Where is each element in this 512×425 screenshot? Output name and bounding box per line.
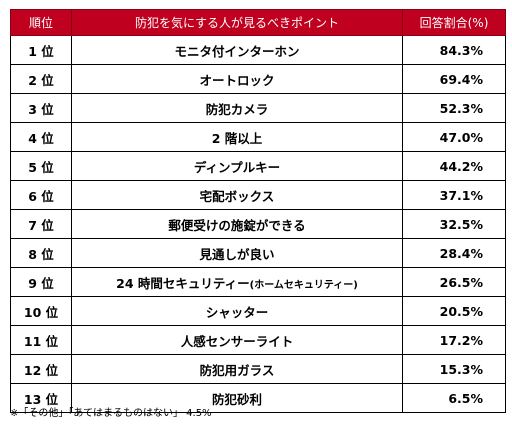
header-rank: 順位 [10, 9, 72, 36]
item-label: 見通しが良い [199, 246, 275, 262]
rank-cell: 2 位 [10, 64, 72, 94]
item-label: 24 時間セキュリティー [116, 275, 250, 291]
item-cell: 2 階以上 [71, 122, 403, 152]
item-cell: 24 時間セキュリティー(ホームセキュリティー) [71, 267, 403, 297]
table-row: 10 位 シャッター 20.5% [10, 296, 506, 326]
rank-cell: 3 位 [10, 93, 72, 123]
item-label: シャッター [205, 304, 269, 320]
item-label: 2 階以上 [211, 130, 263, 146]
value-cell: 17.2% [402, 325, 506, 355]
table-row: 8 位 見通しが良い 28.4% [10, 238, 506, 268]
rank-cell: 11 位 [10, 325, 72, 355]
value-cell: 69.4% [402, 64, 506, 94]
rank-cell: 13 位 [10, 383, 72, 413]
value-cell: 52.3% [402, 93, 506, 123]
item-label: モニタ付インターホン [174, 43, 300, 59]
item-cell: ディンプルキー [71, 151, 403, 181]
table-row: 6 位 宅配ボックス 37.1% [10, 180, 506, 210]
value-cell: 20.5% [402, 296, 506, 326]
item-label: 防犯用ガラス [199, 362, 275, 378]
value-cell: 32.5% [402, 209, 506, 239]
table-row: 5 位 ディンプルキー 44.2% [10, 151, 506, 181]
footnote: ※「その他」「あてはまるものはない」 4.5% [10, 408, 212, 419]
item-label: オートロック [199, 72, 275, 88]
rank-cell: 4 位 [10, 122, 72, 152]
rank-cell: 9 位 [10, 267, 72, 297]
item-label: 防犯砂利 [211, 391, 262, 407]
item-cell: 防犯用ガラス [71, 354, 403, 384]
value-cell: 44.2% [402, 151, 506, 181]
item-cell: シャッター [71, 296, 403, 326]
table-row: 13 位 防犯砂利 6.5% [10, 383, 506, 413]
table-row: 12 位 防犯用ガラス 15.3% [10, 354, 506, 384]
rank-cell: 10 位 [10, 296, 72, 326]
item-label: ディンプルキー [193, 159, 281, 175]
table-row: 4 位 2 階以上 47.0% [10, 122, 506, 152]
item-label: 人感センサーライト [180, 333, 294, 349]
value-cell: 84.3% [402, 35, 506, 65]
item-cell: 見通しが良い [71, 238, 403, 268]
value-cell: 28.4% [402, 238, 506, 268]
rank-cell: 6 位 [10, 180, 72, 210]
item-cell: オートロック [71, 64, 403, 94]
item-cell: モニタ付インターホン [71, 35, 403, 65]
item-cell: 郵便受けの施錠ができる [71, 209, 403, 239]
header-percent: 回答割合(%) [402, 9, 506, 36]
header-row: 順位 防犯を気にする人が見るべきポイント 回答割合(%) [10, 9, 506, 36]
ranking-table: 順位 防犯を気にする人が見るべきポイント 回答割合(%) 1 位 モニタ付インタ… [10, 9, 506, 413]
table-row: 7 位 郵便受けの施錠ができる 32.5% [10, 209, 506, 239]
item-label: 郵便受けの施錠ができる [168, 217, 306, 233]
header-point: 防犯を気にする人が見るべきポイント [71, 9, 403, 36]
item-cell: 防犯砂利 [71, 383, 403, 413]
rank-cell: 7 位 [10, 209, 72, 239]
item-label: 防犯カメラ [205, 101, 269, 117]
item-cell: 人感センサーライト [71, 325, 403, 355]
rank-cell: 5 位 [10, 151, 72, 181]
value-cell: 37.1% [402, 180, 506, 210]
rank-cell: 1 位 [10, 35, 72, 65]
value-cell: 47.0% [402, 122, 506, 152]
table-row: 2 位 オートロック 69.4% [10, 64, 506, 94]
table-row: 1 位 モニタ付インターホン 84.3% [10, 35, 506, 65]
item-cell: 宅配ボックス [71, 180, 403, 210]
item-sublabel: (ホームセキュリティー) [249, 279, 358, 291]
value-cell: 15.3% [402, 354, 506, 384]
rank-cell: 12 位 [10, 354, 72, 384]
item-cell: 防犯カメラ [71, 93, 403, 123]
rank-cell: 8 位 [10, 238, 72, 268]
table-row: 3 位 防犯カメラ 52.3% [10, 93, 506, 123]
item-label: 宅配ボックス [199, 188, 275, 204]
value-cell: 6.5% [402, 383, 506, 413]
table-row: 11 位 人感センサーライト 17.2% [10, 325, 506, 355]
table-row: 9 位 24 時間セキュリティー(ホームセキュリティー) 26.5% [10, 267, 506, 297]
value-cell: 26.5% [402, 267, 506, 297]
